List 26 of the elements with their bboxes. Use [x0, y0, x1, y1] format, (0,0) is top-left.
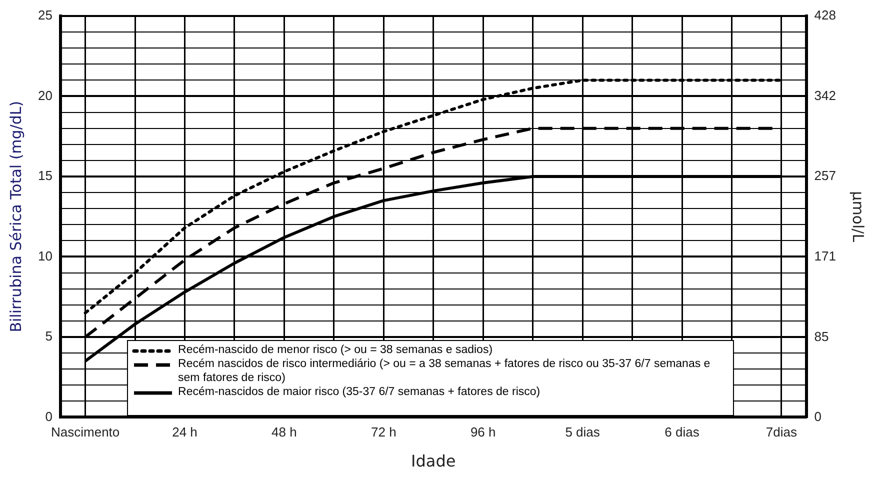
- y-tick-label: 0: [45, 408, 52, 424]
- legend-label: Recém-nascidos de maior risco (35-37 6/7 semanas + fatores de risco): [178, 384, 540, 399]
- x-tick-label: 5 dias: [565, 424, 600, 440]
- y-tick-label: 25: [38, 8, 52, 23]
- x-tick-label: 96 h: [470, 424, 496, 440]
- y-tick-label: 15: [38, 168, 52, 184]
- x-tick-label: 24 h: [172, 424, 198, 440]
- y2-tick-label: 0: [814, 408, 822, 424]
- x-axis-title: Idade: [411, 452, 456, 471]
- legend-label: Recém nascidos de risco intermediário (> ou = a 38 semanas + fatores de risco ou 35-37 6/7 semanas e sem fatores de risco): [178, 356, 712, 385]
- y-axis-title: Bilirrubina Sérica Total (mg/dL): [6, 100, 25, 332]
- y2-tick-label: 342: [814, 88, 836, 104]
- y2-axis-title: μmol/L: [849, 191, 868, 243]
- x-tick-label: Nascimento: [51, 424, 120, 440]
- x-tick-label: 6 dias: [664, 424, 700, 440]
- x-tick-label: 72 h: [371, 424, 396, 440]
- y-tick-label: 20: [38, 88, 52, 103]
- legend-label: Recém-nascido de menor risco (> ou = 38 semanas e sadios): [178, 342, 493, 357]
- y-tick-label: 5: [45, 328, 52, 344]
- y2-tick-label: 428: [814, 8, 836, 23]
- y2-tick-label: 171: [814, 248, 836, 264]
- y2-tick-label: 257: [814, 168, 836, 183]
- x-tick-label: 48 h: [272, 424, 297, 440]
- y2-tick-label: 85: [814, 329, 829, 344]
- y-tick-label: 10: [38, 248, 52, 264]
- x-tick-label: 7dias: [766, 424, 798, 440]
